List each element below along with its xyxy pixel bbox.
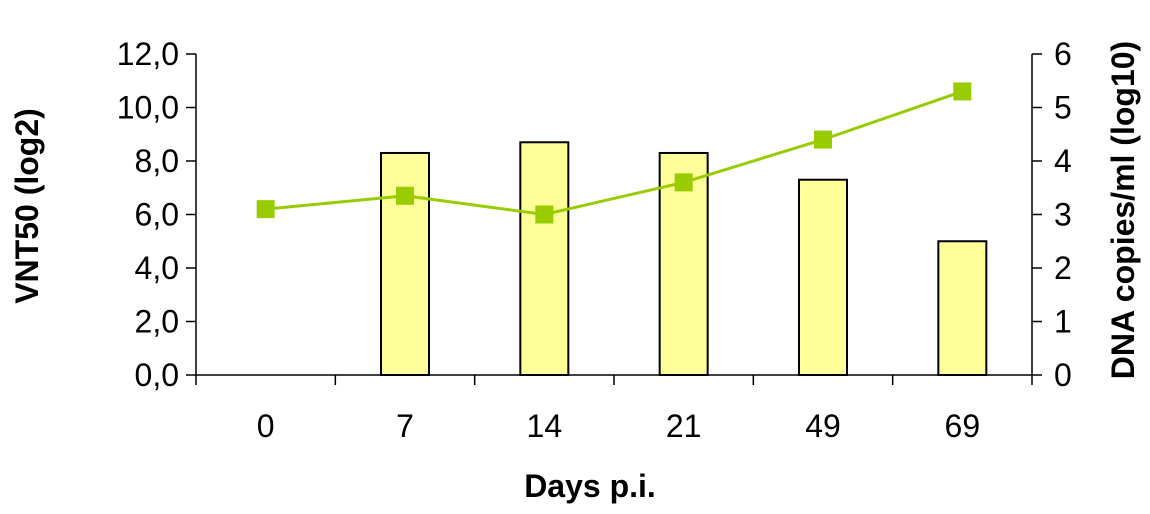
series-line (265, 90, 963, 217)
line-point (396, 186, 414, 205)
left-axis-title: VNT50 (log2) (9, 108, 45, 304)
axes-layer: 0,0 2,0 4,0 6,0 8,0 10,0 12,0 0 1 2 3 4 5 6 0 7 14 21 49 69 (117, 36, 1072, 444)
x-axis-title: Days p.i. (524, 468, 656, 504)
left-axis-tick-label: 6,0 (135, 197, 179, 233)
x-axis-tick-label: 21 (666, 408, 702, 444)
right-axis-tick-label: 1 (1054, 304, 1072, 340)
right-axis-tick-label: 3 (1054, 197, 1072, 233)
left-axis-tick-label: 0,0 (135, 357, 179, 393)
x-axis-tick-label: 69 (945, 408, 981, 444)
bar (798, 178, 848, 376)
right-axis-tick-label: 4 (1054, 143, 1072, 179)
right-axis-tick-label: 5 (1054, 90, 1072, 126)
line-point (953, 82, 972, 101)
left-axis-tick-label: 10,0 (117, 90, 179, 126)
bar (937, 240, 988, 376)
bar (519, 141, 570, 376)
right-axis-tick-label: 6 (1054, 36, 1072, 72)
right-axis-tick-label: 0 (1054, 357, 1072, 393)
left-axis-tick-label: 8,0 (135, 143, 179, 179)
x-axis-tick-label: 14 (527, 408, 563, 444)
line-point (535, 205, 554, 224)
line-point (674, 173, 693, 192)
line-point (256, 200, 275, 219)
labels-layer: Days p.i. VNT50 (log2) DNA copies/ml (lo… (9, 41, 1141, 504)
bar (380, 151, 430, 376)
right-axis-tick-label: 2 (1054, 250, 1072, 286)
x-axis-tick-label: 49 (805, 408, 841, 444)
right-axis-title: DNA copies/ml (log10) (1105, 41, 1141, 379)
left-axis-tick-label: 2,0 (135, 304, 179, 340)
x-axis-tick-label: 0 (257, 408, 275, 444)
left-axis-tick-label: 12,0 (117, 36, 179, 72)
line-point (814, 130, 832, 149)
left-axis-tick-label: 4,0 (135, 250, 179, 286)
bars-layer (380, 141, 988, 376)
line-layer (256, 82, 972, 224)
x-axis-tick-label: 7 (396, 408, 414, 444)
